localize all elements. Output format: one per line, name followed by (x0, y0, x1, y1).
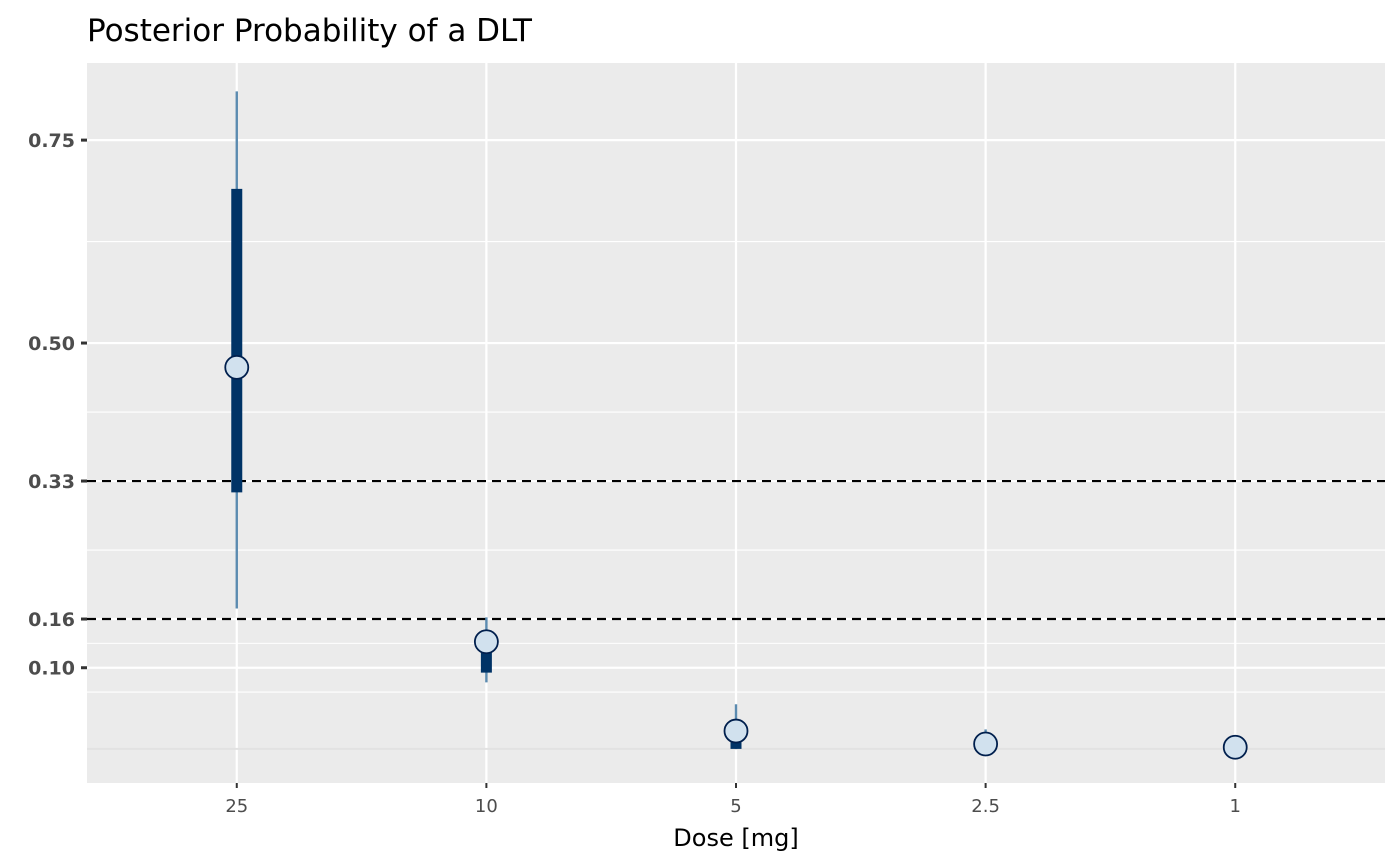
x-tick-label: 2.5 (971, 796, 1000, 817)
reference-lines (87, 479, 1385, 621)
x-axis-title: Dose [mg] (673, 824, 798, 852)
y-tick-label: 0.33 (28, 471, 75, 493)
median-points (224, 354, 1248, 760)
median-point (973, 731, 999, 757)
x-axis: 25 10 5 2.5 1 (225, 783, 1241, 817)
x-tick-label: 5 (730, 796, 741, 817)
y-tick-label: 0.10 (28, 658, 75, 680)
y-tick-label: 0.75 (28, 130, 75, 152)
median-point (723, 718, 749, 744)
chart-title: Posterior Probability of a DLT (87, 13, 533, 49)
median-point (473, 629, 499, 655)
x-tick-label: 10 (475, 796, 498, 817)
y-axis: 0.10 0.16 0.33 0.50 0.75 (28, 130, 87, 680)
y-tick-label: 0.50 (28, 333, 75, 355)
y-tick-label: 0.16 (28, 609, 75, 631)
x-tick-label: 1 (1230, 796, 1241, 817)
x-tick-label: 25 (225, 796, 248, 817)
median-point (224, 354, 250, 380)
median-point (1222, 734, 1248, 760)
